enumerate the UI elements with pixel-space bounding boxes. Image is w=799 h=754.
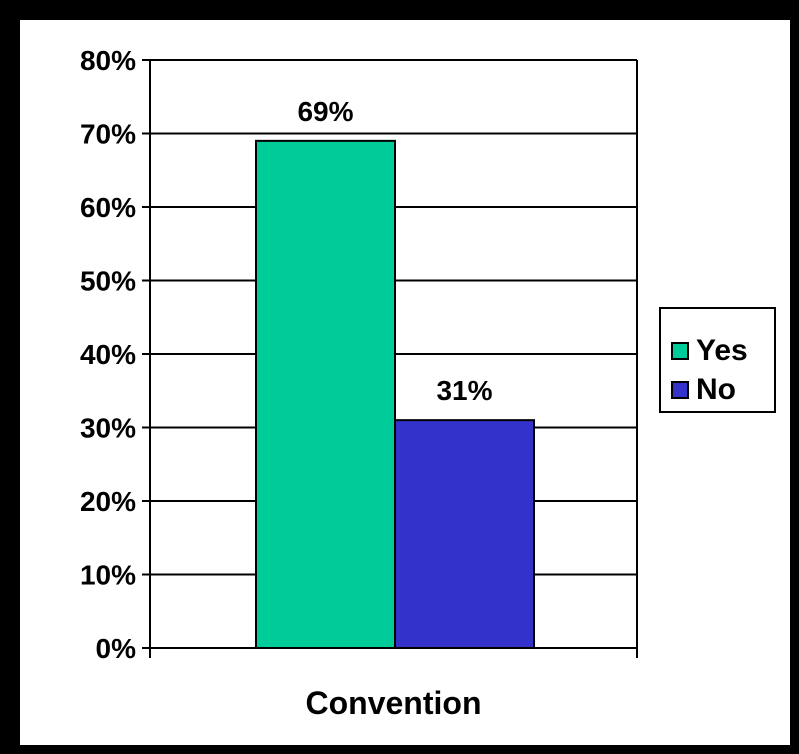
x-category-label: Convention <box>306 685 482 721</box>
bar-yes <box>255 139 396 649</box>
legend-swatch-no <box>671 381 689 399</box>
legend: Yes No <box>659 307 776 413</box>
legend-item-no: No <box>671 373 736 407</box>
data-label-no: 31% <box>436 375 492 406</box>
chart-panel: 0% 10% 20% 30% 40% 50% 60% 70% 80% 69% 31% Conventi… <box>20 20 790 745</box>
legend-swatch-yes <box>671 342 689 360</box>
y-tick-label-1: 10% <box>80 560 136 591</box>
y-tick-label-3: 30% <box>80 413 136 444</box>
legend-label-yes: Yes <box>696 334 748 367</box>
y-tick-label-7: 70% <box>80 119 136 150</box>
y-tick-label-4: 40% <box>80 339 136 370</box>
bar-chart: 0% 10% 20% 30% 40% 50% 60% 70% 80% 69% 31% Conventi… <box>80 45 638 721</box>
legend-item-yes: Yes <box>671 334 748 368</box>
y-tick-label-8: 80% <box>80 45 136 76</box>
y-tick-label-2: 20% <box>80 486 136 517</box>
data-label-yes: 69% <box>297 96 353 127</box>
y-tick-label-6: 60% <box>80 192 136 223</box>
legend-label-no: No <box>696 373 736 406</box>
y-tick-label-5: 50% <box>80 266 136 297</box>
bar-no <box>394 419 535 649</box>
y-tick-label-0: 0% <box>96 633 137 664</box>
